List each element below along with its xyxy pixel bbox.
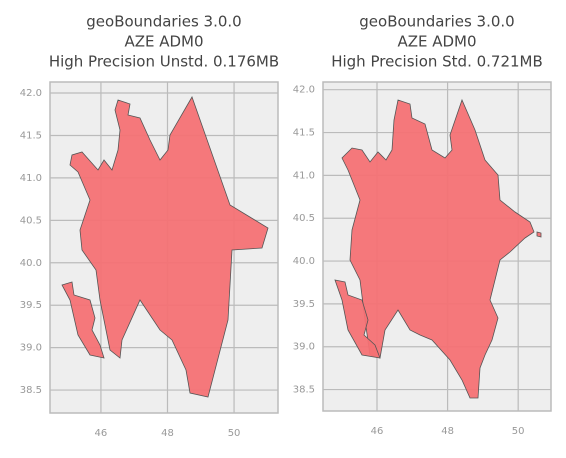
y-tick-label: 40.0: [20, 258, 42, 269]
y-tick-label: 38.5: [20, 385, 42, 396]
exclave-shape: [334, 279, 381, 359]
y-tick-label: 42.0: [293, 85, 315, 96]
y-tick-label: 41.5: [20, 130, 42, 141]
x-tick-label: 50: [512, 426, 525, 437]
shapes: [334, 98, 542, 399]
chart-title: geoBoundaries 3.0.0: [359, 13, 514, 31]
x-tick-label: 48: [161, 428, 174, 439]
x-tick-label: 50: [228, 428, 241, 439]
y-tick-label: 39.0: [20, 343, 42, 354]
y-tick-label: 39.0: [293, 342, 315, 353]
chart-title: AZE ADM0: [124, 33, 203, 51]
y-tick-label: 40.0: [293, 256, 315, 267]
y-tick-label: 41.0: [20, 173, 42, 184]
y-tick-label: 40.5: [293, 213, 315, 224]
shapes: [61, 96, 269, 398]
y-tick-label: 40.5: [20, 215, 42, 226]
country-shape: [69, 96, 269, 398]
chart-title: High Precision Unstd. 0.176MB: [49, 53, 279, 71]
chart-title: geoBoundaries 3.0.0: [86, 13, 241, 31]
y-tick-label: 41.0: [293, 170, 315, 181]
y-tick-label: 39.5: [20, 300, 42, 311]
y-tick-label: 38.5: [293, 385, 315, 396]
country-shape: [341, 98, 535, 399]
chart-title: High Precision Std. 0.721MB: [331, 53, 543, 71]
y-tick-label: 41.5: [293, 128, 315, 139]
x-tick-label: 46: [95, 428, 108, 439]
y-tick-label: 39.5: [293, 299, 315, 310]
x-tick-label: 46: [371, 426, 384, 437]
exclave-shape: [61, 281, 105, 359]
chart-title: AZE ADM0: [397, 33, 476, 51]
y-tick-label: 42.0: [20, 88, 42, 99]
x-tick-label: 48: [441, 426, 454, 437]
island-shape: [536, 231, 542, 238]
